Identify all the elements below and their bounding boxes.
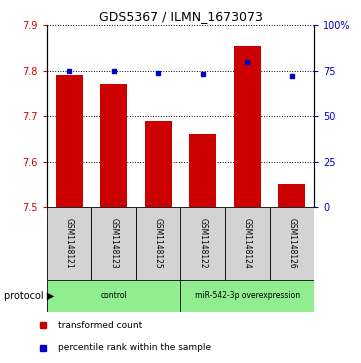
Bar xyxy=(91,207,136,280)
Text: GSM1148124: GSM1148124 xyxy=(243,218,252,269)
Bar xyxy=(190,134,216,207)
Bar xyxy=(100,85,127,207)
Title: GDS5367 / ILMN_1673073: GDS5367 / ILMN_1673073 xyxy=(99,10,262,23)
Text: miR-542-3p overexpression: miR-542-3p overexpression xyxy=(195,291,300,300)
Bar xyxy=(47,280,180,312)
Bar xyxy=(234,46,261,207)
Bar xyxy=(225,207,270,280)
Bar xyxy=(270,207,314,280)
Text: percentile rank within the sample: percentile rank within the sample xyxy=(58,343,211,352)
Text: GSM1148122: GSM1148122 xyxy=(198,218,207,269)
Text: GSM1148125: GSM1148125 xyxy=(154,218,163,269)
Text: protocol ▶: protocol ▶ xyxy=(4,291,54,301)
Bar xyxy=(136,207,180,280)
Bar xyxy=(145,121,171,207)
Bar xyxy=(180,207,225,280)
Text: transformed count: transformed count xyxy=(58,321,142,330)
Text: GSM1148123: GSM1148123 xyxy=(109,218,118,269)
Bar xyxy=(47,207,91,280)
Text: GSM1148126: GSM1148126 xyxy=(287,218,296,269)
Bar xyxy=(278,184,305,207)
Bar xyxy=(56,75,83,207)
Text: GSM1148121: GSM1148121 xyxy=(65,218,74,269)
Text: control: control xyxy=(100,291,127,300)
Bar xyxy=(180,280,314,312)
